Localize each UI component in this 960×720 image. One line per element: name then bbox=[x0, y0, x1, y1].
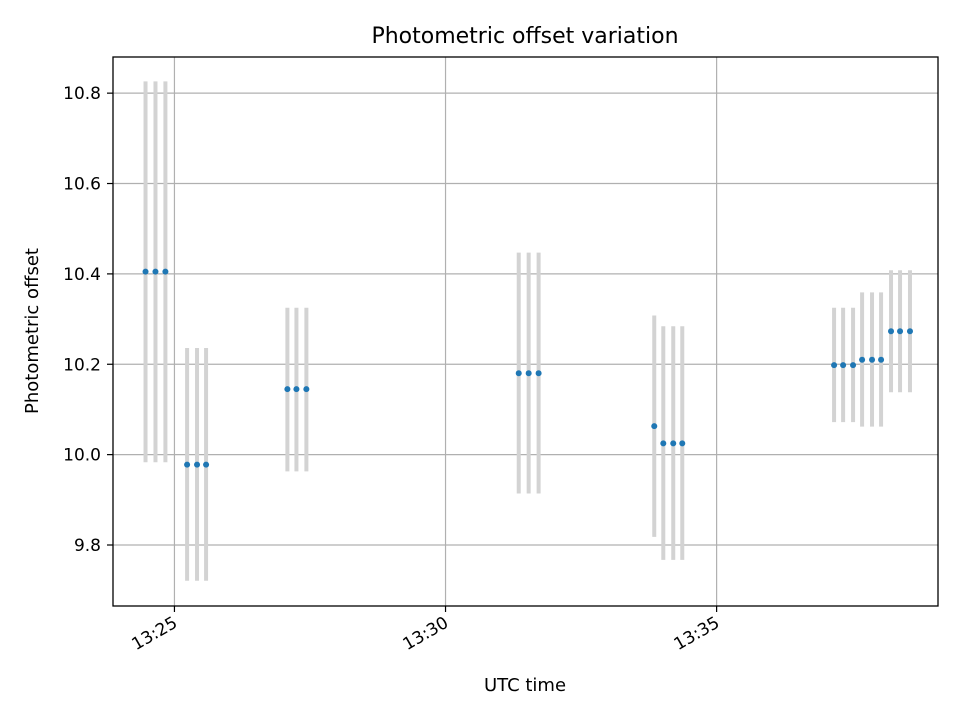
x-axis-label: UTC time bbox=[484, 675, 566, 696]
y-tick-label: 10.4 bbox=[63, 265, 101, 285]
chart-title: Photometric offset variation bbox=[371, 24, 678, 49]
data-point bbox=[897, 328, 904, 335]
data-point bbox=[840, 362, 847, 369]
data-point bbox=[670, 440, 677, 447]
grid bbox=[113, 57, 938, 606]
data-point bbox=[679, 440, 686, 447]
y-tick-label: 10.6 bbox=[63, 175, 101, 195]
data-point bbox=[535, 370, 542, 377]
y-tick-label: 10.2 bbox=[63, 355, 101, 375]
y-tick-label: 10.0 bbox=[63, 446, 101, 466]
data-point bbox=[515, 370, 522, 377]
data-point bbox=[194, 461, 201, 468]
data-point bbox=[878, 356, 885, 363]
data-point bbox=[162, 268, 169, 275]
data-point bbox=[303, 386, 310, 393]
data-point bbox=[203, 461, 210, 468]
data-point bbox=[906, 328, 913, 335]
data-point bbox=[660, 440, 667, 447]
data-point bbox=[525, 370, 532, 377]
data-point bbox=[293, 386, 300, 393]
data-points bbox=[142, 268, 913, 468]
data-point bbox=[869, 356, 876, 363]
data-point bbox=[651, 423, 658, 430]
data-point bbox=[859, 356, 866, 363]
data-point bbox=[831, 362, 838, 369]
data-point bbox=[284, 386, 291, 393]
data-point bbox=[888, 328, 895, 335]
data-point bbox=[152, 268, 159, 275]
data-point bbox=[184, 461, 191, 468]
data-point bbox=[142, 268, 149, 275]
data-point bbox=[850, 362, 857, 369]
plot-frame bbox=[112, 56, 939, 607]
y-axis-label: Photometric offset bbox=[22, 248, 43, 414]
y-tick-label: 9.8 bbox=[74, 536, 101, 556]
y-tick-label: 10.8 bbox=[63, 84, 101, 104]
